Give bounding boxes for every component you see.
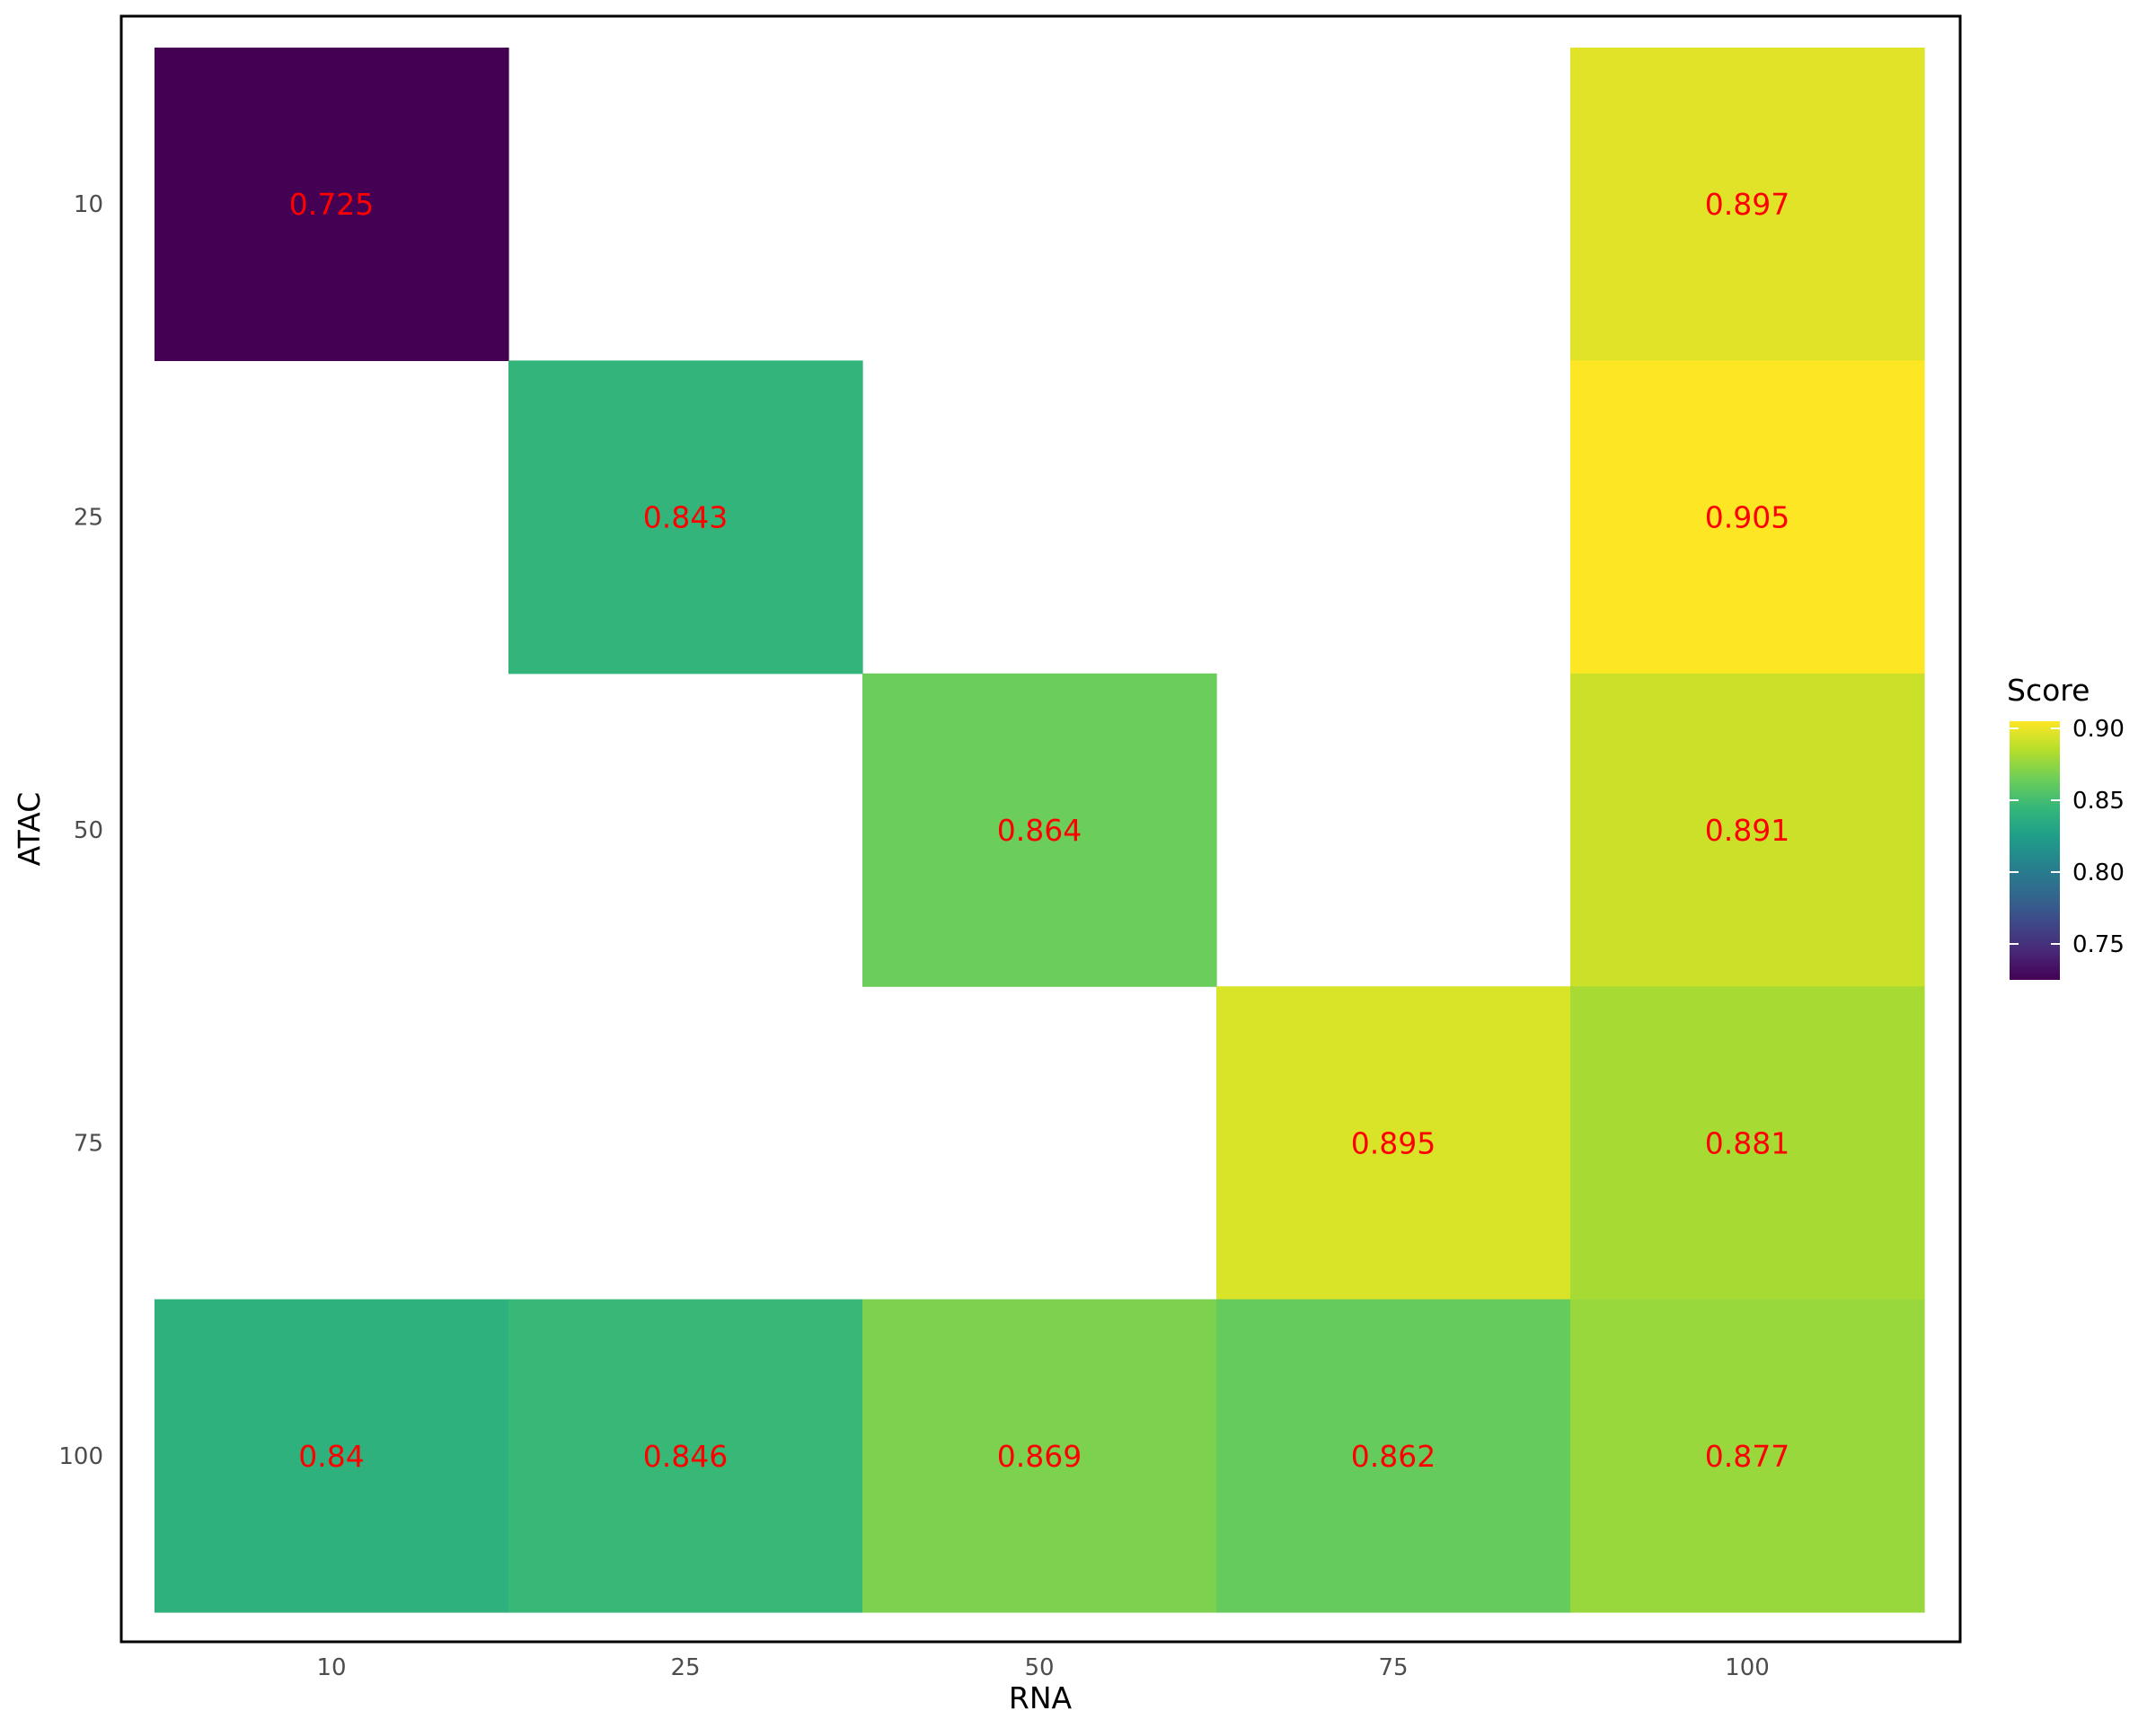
y-tick-label: 75 — [74, 1130, 103, 1157]
cell-value-label: 0.843 — [643, 500, 728, 535]
cell-value-label: 0.881 — [1705, 1125, 1789, 1160]
plot-border — [119, 14, 1962, 1644]
heatmap-cell — [155, 1299, 509, 1613]
legend-tick-label: 0.75 — [2072, 931, 2125, 958]
legend-tick-label: 0.90 — [2072, 716, 2125, 743]
heatmap-cell — [862, 673, 1217, 987]
x-tick-label: 50 — [1024, 1654, 1054, 1681]
heatmap-cell — [1570, 986, 1925, 1300]
y-tick-label: 50 — [74, 817, 103, 844]
heatmap-cell — [508, 360, 863, 674]
legend-title: Score — [2007, 673, 2090, 708]
x-tick-label: 75 — [1378, 1654, 1408, 1681]
y-tick-label: 25 — [74, 505, 103, 532]
cell-value-label: 0.862 — [1351, 1439, 1436, 1474]
color-legend: Score 0.75 0.80 0.85 0.90 — [2007, 673, 2125, 980]
y-tick-label: 10 — [74, 191, 103, 218]
heatmap-cell — [1570, 673, 1925, 987]
heatmap-cell — [155, 48, 509, 361]
cell-value-label: 0.891 — [1705, 813, 1789, 848]
x-tick-label: 10 — [316, 1654, 346, 1681]
x-axis-label: RNA — [1009, 1680, 1073, 1715]
heatmap-cell — [1216, 986, 1571, 1300]
x-tick-label: 25 — [670, 1654, 700, 1681]
cell-value-label: 0.864 — [997, 813, 1082, 848]
x-tick-label: 100 — [1725, 1654, 1770, 1681]
x-axis-ticks: 10 25 50 75 100 — [316, 1654, 1769, 1681]
y-axis-label: ATAC — [12, 792, 47, 867]
y-tick-label: 100 — [58, 1443, 103, 1470]
legend-tick-label: 0.85 — [2072, 788, 2125, 815]
legend-colorbar — [2010, 721, 2060, 980]
y-axis-ticks: 10 25 50 75 100 — [58, 191, 103, 1470]
cell-value-label: 0.905 — [1705, 500, 1789, 535]
cell-value-label: 0.895 — [1351, 1125, 1436, 1160]
cell-labels: 0.725 0.897 0.843 0.905 0.864 0.891 0.895 0.881… — [289, 187, 1789, 1474]
heatmap-cells — [155, 48, 1925, 1613]
cell-value-label: 0.877 — [1705, 1439, 1789, 1474]
cell-value-label: 0.897 — [1705, 187, 1789, 222]
heatmap-cell — [508, 1299, 863, 1613]
cell-value-label: 0.846 — [643, 1439, 728, 1474]
legend-ticks: 0.75 0.80 0.85 0.90 — [2010, 716, 2125, 958]
heatmap-cell — [862, 1299, 1217, 1613]
heatmap-cell — [1570, 1299, 1925, 1613]
cell-value-label: 0.725 — [289, 187, 374, 222]
heatmap-cell — [1570, 360, 1925, 674]
heatmap-cell — [1570, 48, 1925, 361]
legend-tick-label: 0.80 — [2072, 860, 2125, 886]
heatmap-cell — [1216, 1299, 1571, 1613]
cell-value-label: 0.84 — [298, 1439, 364, 1474]
cell-value-label: 0.869 — [997, 1439, 1082, 1474]
